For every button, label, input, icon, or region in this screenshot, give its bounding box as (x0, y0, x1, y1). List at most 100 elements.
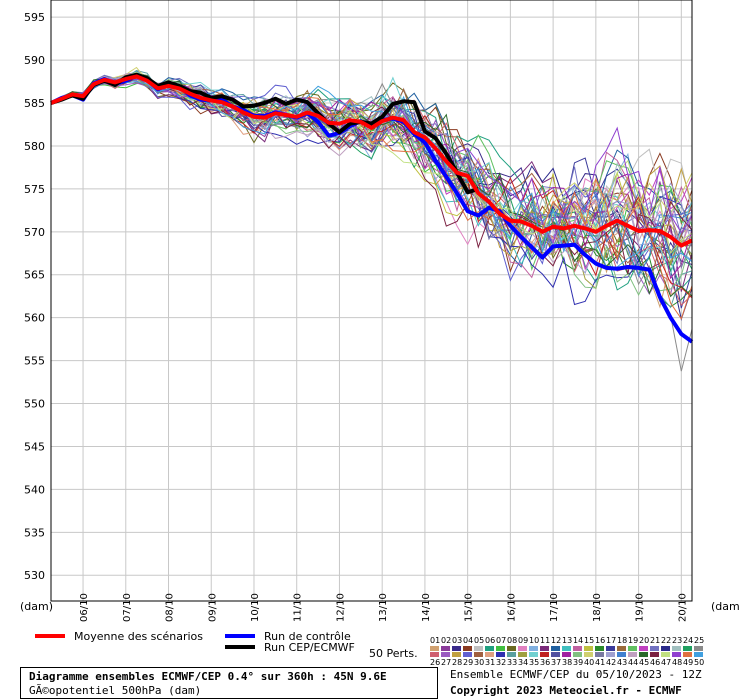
pert-swatch (474, 646, 483, 651)
pert-code: 20 (639, 636, 650, 645)
pert-code: 31 (485, 658, 496, 667)
pert-code: 25 (694, 636, 705, 645)
pert-code: 33 (507, 658, 518, 667)
pert-code: 05 (474, 636, 485, 645)
copyright: Copyright 2023 Meteociel.fr - ECMWF (450, 684, 682, 697)
pert-swatch (452, 652, 461, 657)
pert-code: 24 (683, 636, 694, 645)
pert-code: 39 (573, 658, 584, 667)
pert-swatch (463, 646, 472, 651)
pert-swatch (661, 652, 670, 657)
pert-swatch (639, 646, 648, 651)
pert-code: 16 (595, 636, 606, 645)
pert-swatch (551, 652, 560, 657)
y-tick-label: 550 (24, 398, 45, 411)
pert-code: 46 (650, 658, 661, 667)
pert-code: 30 (474, 658, 485, 667)
pert-code: 08 (507, 636, 518, 645)
pert-code: 29 (463, 658, 474, 667)
main-series-lines (50, 72, 694, 344)
x-tick-label: 19/10 (635, 593, 646, 622)
pert-code: 07 (496, 636, 507, 645)
pert-code: 01 (430, 636, 441, 645)
pert-code: 13 (562, 636, 573, 645)
pert-swatch (507, 652, 516, 657)
pert-swatch (573, 646, 582, 651)
run-info: Ensemble ECMWF/CEP du 05/10/2023 - 12Z (450, 668, 702, 681)
pert-swatch (562, 652, 571, 657)
pert-code: 32 (496, 658, 507, 667)
pert-swatch (672, 646, 681, 651)
x-tick-label: 10/10 (250, 593, 261, 622)
pert-code: 43 (617, 658, 628, 667)
pert-swatch (496, 652, 505, 657)
pert-code: 27 (441, 658, 452, 667)
pert-code: 18 (617, 636, 628, 645)
oper-legend-swatch (225, 645, 255, 649)
pert-swatch (694, 646, 703, 651)
pert-swatch (485, 652, 494, 657)
pert-code: 11 (540, 636, 551, 645)
pert-swatch (441, 646, 450, 651)
pert-code: 38 (562, 658, 573, 667)
pert-swatch (441, 652, 450, 657)
y-tick-label: 575 (24, 183, 45, 196)
x-tick-label: 07/10 (122, 593, 133, 622)
pert-code: 50 (694, 658, 705, 667)
pert-swatch (562, 646, 571, 651)
perturbation-line (50, 73, 693, 264)
pert-swatch (573, 652, 582, 657)
series-line-ff0000 (50, 74, 693, 248)
pert-swatch (485, 646, 494, 651)
pert-swatch (507, 646, 516, 651)
mean-legend-label: Moyenne des scénarios (74, 630, 203, 643)
mean-legend-swatch (35, 634, 65, 638)
control-legend-swatch (225, 634, 255, 638)
pert-code: 42 (606, 658, 617, 667)
pert-swatch (518, 646, 527, 651)
plot-frame (50, 0, 693, 602)
y-tick-label: 585 (24, 97, 45, 110)
pert-swatch (540, 652, 549, 657)
pert-swatch (430, 646, 439, 651)
pert-code: 14 (573, 636, 584, 645)
pert-code: 40 (584, 658, 595, 667)
y-tick-label: 580 (24, 140, 45, 153)
y-tick-label: 590 (24, 54, 45, 67)
pert-swatch (617, 652, 626, 657)
pert-code: 17 (606, 636, 617, 645)
pert-swatch (606, 652, 615, 657)
pert-swatch (452, 646, 461, 651)
pert-code: 49 (683, 658, 694, 667)
pert-swatch (529, 652, 538, 657)
pert-swatch (540, 646, 549, 651)
x-tick-label: 20/10 (677, 593, 688, 622)
x-tick-label: 18/10 (592, 593, 603, 622)
pert-swatch (518, 652, 527, 657)
pert-code: 12 (551, 636, 562, 645)
pert-code: 06 (485, 636, 496, 645)
pert-code: 23 (672, 636, 683, 645)
pert-swatch (551, 646, 560, 651)
pert-swatch (584, 646, 593, 651)
y-tick-label: 535 (24, 526, 45, 539)
x-tick-labels: 06/10 07/10 08/10 09/10 10/10 11/10 12/10 13/10… (79, 593, 688, 622)
y-tick-label: 540 (24, 483, 45, 496)
perturbation-line (50, 75, 693, 282)
y-tick-label: 560 (24, 312, 45, 325)
pert-swatch (639, 652, 648, 657)
chart-grid (51, 0, 692, 601)
x-tick-label: 14/10 (421, 593, 432, 622)
pert-swatch (650, 652, 659, 657)
x-tick-label: 13/10 (378, 593, 389, 622)
pert-code: 28 (452, 658, 463, 667)
y-axis-label-left: (dam) (20, 600, 53, 613)
pert-swatch (661, 646, 670, 651)
y-tick-label: 530 (24, 569, 45, 582)
pert-swatch (606, 646, 615, 651)
pert-code: 47 (661, 658, 672, 667)
pert-swatch (595, 652, 604, 657)
pert-swatch (683, 652, 692, 657)
chart-title: Diagramme ensembles ECMWF/CEP 0.4° sur 3… (29, 670, 387, 683)
pert-code: 19 (628, 636, 639, 645)
